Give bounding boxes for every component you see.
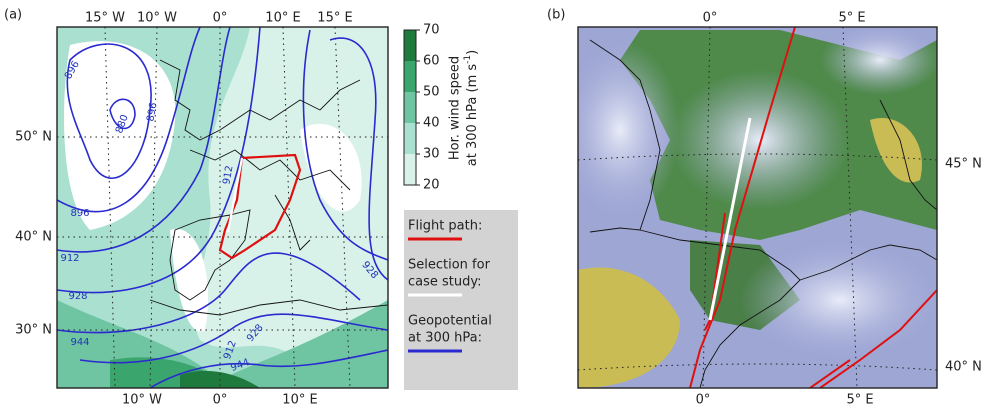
top-label: 5° E	[838, 11, 865, 26]
colorbar-band	[404, 30, 416, 61]
map-b	[560, 25, 940, 388]
colorbar-title: Hor. wind speed	[448, 56, 463, 160]
panel-label: (b)	[547, 8, 565, 23]
colorbar-tick-label: 60	[423, 54, 440, 69]
legend-label: Flight path:	[408, 219, 482, 234]
colorbar-tick-label: 20	[423, 178, 440, 193]
colorbar-tick-label: 30	[423, 147, 440, 162]
colorbar-title: at 300 hPa (m s	[465, 64, 480, 167]
legend-label: Selection for	[408, 258, 491, 273]
right-label: 45° N	[945, 157, 982, 172]
legend-box	[404, 210, 518, 390]
colorbar-title: at 300 hPa (m s-1)	[463, 50, 480, 166]
bottom-label: 0°	[213, 393, 228, 408]
right-label: 40° N	[945, 360, 982, 375]
top-label: 0°	[703, 11, 718, 26]
colorbar-band	[404, 154, 416, 185]
top-label: 0°	[213, 11, 228, 26]
legend-label: case study:	[408, 275, 482, 290]
colorbar-title-sup: -1	[463, 55, 473, 64]
map-a	[57, 27, 388, 388]
bottom-label: 0°	[696, 393, 711, 408]
top-label: 10° W	[137, 11, 177, 26]
left-label: 30° N	[15, 323, 52, 338]
contour-label: 896	[70, 208, 89, 219]
bottom-label: 10° W	[122, 393, 162, 408]
legend-label: Geopotential	[408, 314, 492, 329]
left-label: 50° N	[15, 130, 52, 145]
top-label: 15° W	[85, 11, 125, 26]
contour-label: 912	[60, 253, 79, 264]
top-label: 15° E	[317, 11, 352, 26]
contour-label: 928	[68, 291, 87, 302]
legend-label: at 300 hPa:	[408, 331, 482, 346]
panel-label: (a)	[4, 8, 22, 23]
bottom-label: 5° E	[846, 393, 873, 408]
bottom-label: 10° E	[282, 393, 317, 408]
top-label: 10° E	[265, 11, 300, 26]
contour-label: 944	[70, 337, 89, 348]
colorbar-band	[404, 92, 416, 123]
figure: (a) 15° W 10° W 0° 10° E 15° E 10° W 0° 10° E 50…	[0, 0, 989, 411]
colorbar-tick-label: 70	[423, 23, 440, 38]
colorbar-tick-label: 50	[423, 85, 440, 100]
colorbar-title: )	[465, 50, 480, 55]
colorbar-tick-label: 40	[423, 116, 440, 131]
colorbar-band	[404, 123, 416, 154]
left-label: 40° N	[15, 230, 52, 245]
colorbar-band	[404, 61, 416, 92]
